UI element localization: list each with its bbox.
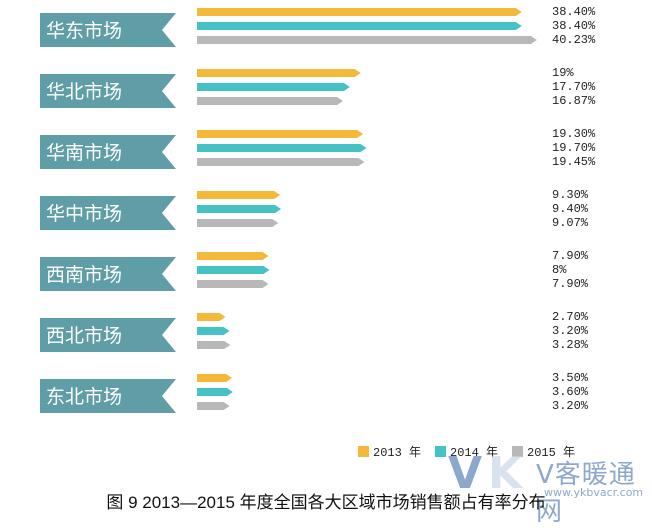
category-tag-4 [40,257,176,291]
category-label-3: 华中市场 [46,203,122,225]
value-label-3-2: 9.07% [552,216,589,230]
bar-6-1 [197,388,233,396]
value-label-2-1: 19.70% [552,141,596,155]
value-label-5-1: 3.20% [552,324,589,338]
value-label-0-1: 38.40% [552,19,596,33]
value-label-0-0: 38.40% [552,5,596,19]
value-label-1-1: 17.70% [552,80,596,94]
bar-0-2 [197,36,537,44]
legend-item-2013: 2013 年 [358,443,421,460]
bar-1-1 [197,83,350,91]
legend: 2013 年 2014 年 2015 年 [358,443,575,460]
bar-3-2 [197,219,279,227]
legend-label-2013: 2013 年 [373,446,422,460]
value-label-0-2: 40.23% [552,33,596,47]
category-label-1: 华北市场 [46,81,122,103]
bar-2-1 [197,144,367,152]
category-tag-3 [40,196,176,230]
category-tag-0 [40,13,176,47]
bar-5-2 [197,341,231,349]
value-label-6-2: 3.20% [552,399,589,413]
value-label-3-0: 9.30% [552,188,589,202]
bar-6-0 [197,374,233,382]
category-tag-5 [40,318,176,352]
bar-0-0 [197,8,522,16]
bar-2-2 [197,158,365,166]
value-label-5-2: 3.28% [552,338,589,352]
value-label-6-1: 3.60% [552,385,589,399]
watermark-text: V客暖通网 [536,460,636,527]
category-label-5: 西北市场 [46,325,122,347]
value-label-4-1: 8% [552,263,567,277]
value-label-4-0: 7.90% [552,249,589,263]
value-label-3-1: 9.40% [552,202,589,216]
bar-3-0 [197,191,281,199]
category-label-2: 华南市场 [46,142,122,164]
category-label-0: 华东市场 [46,20,122,42]
bar-4-1 [197,266,270,274]
figure-caption: 图 9 2013—2015 年度全国各大区域市场销售额占有率分布 [106,493,546,512]
bar-1-0 [197,69,361,77]
bar-5-1 [197,327,230,335]
watermark-url: www.ykbvacr.com [544,486,644,499]
value-label-2-2: 19.45% [552,155,596,169]
bar-5-0 [197,313,226,321]
category-tag-2 [40,135,176,169]
value-label-1-2: 16.87% [552,94,596,108]
watermark: V K V客暖通网 www.ykbvacr.com [448,448,648,527]
value-label-4-2: 7.90% [552,277,589,291]
bar-3-1 [197,205,282,213]
value-label-6-0: 3.50% [552,371,589,385]
bar-2-0 [197,130,364,138]
legend-label-2014: 2014 年 [450,446,499,460]
legend-swatch-2015 [512,446,524,457]
legend-swatch-2013 [358,446,369,457]
legend-item-2015: 2015 年 [512,443,575,460]
value-label-1-0: 19% [552,66,574,80]
bar-1-2 [197,97,344,105]
legend-label-2015: 2015 年 [527,446,576,460]
legend-item-2014: 2014 年 [435,443,498,460]
bar-0-1 [197,22,522,30]
category-label-6: 东北市场 [46,386,122,408]
bar-4-2 [197,280,269,288]
bar-6-2 [197,402,230,410]
watermark-k: K [488,448,523,499]
category-label-4: 西南市场 [46,264,122,286]
category-tag-1 [40,74,176,108]
bar-4-0 [197,252,269,260]
category-tag-6 [40,379,176,413]
legend-swatch-2014 [435,446,447,457]
watermark-v: V [448,448,483,499]
value-label-5-0: 2.70% [552,310,589,324]
value-label-2-0: 19.30% [552,127,596,141]
